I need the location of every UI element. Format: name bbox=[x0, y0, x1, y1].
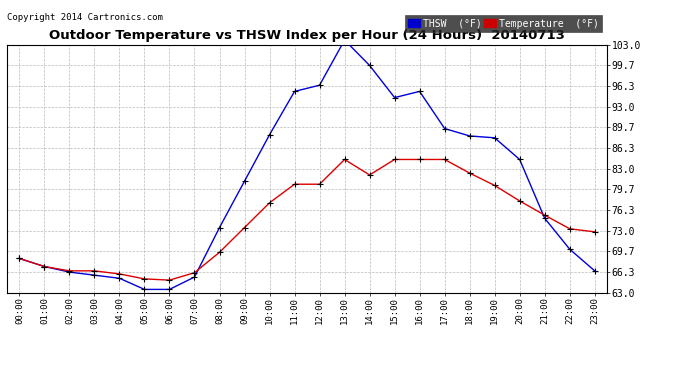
Title: Outdoor Temperature vs THSW Index per Hour (24 Hours)  20140713: Outdoor Temperature vs THSW Index per Ho… bbox=[49, 30, 565, 42]
Text: Copyright 2014 Cartronics.com: Copyright 2014 Cartronics.com bbox=[7, 13, 163, 22]
Legend: THSW  (°F), Temperature  (°F): THSW (°F), Temperature (°F) bbox=[405, 15, 602, 32]
